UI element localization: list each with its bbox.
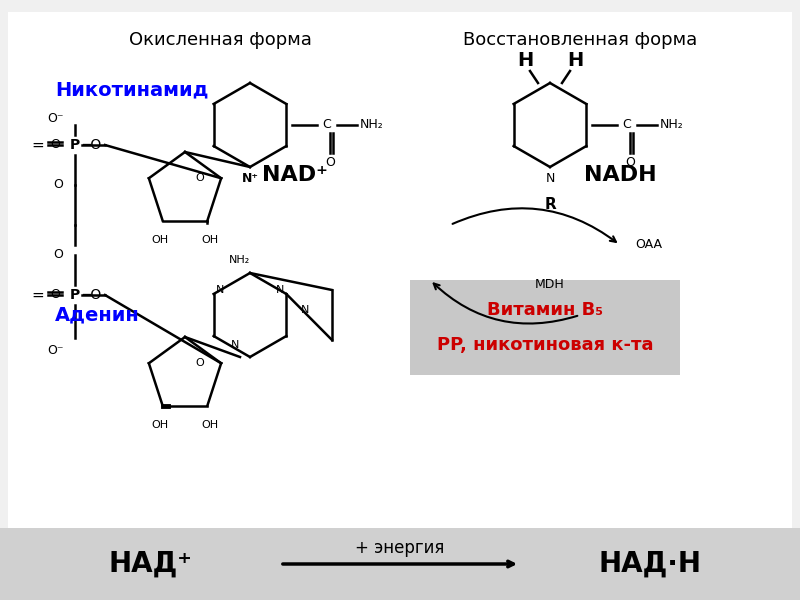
Text: C: C (622, 118, 630, 131)
Text: ─O: ─O (82, 288, 102, 302)
Text: OH: OH (202, 235, 218, 245)
FancyBboxPatch shape (8, 12, 792, 528)
Text: P: P (70, 288, 80, 302)
Text: R: R (544, 197, 556, 212)
Text: O: O (625, 157, 635, 169)
Text: НАД⁺: НАД⁺ (108, 550, 192, 578)
Text: N: N (276, 285, 284, 295)
Text: OH: OH (151, 420, 169, 430)
Text: MDH: MDH (535, 278, 565, 292)
Text: N: N (301, 305, 309, 315)
Text: O: O (196, 173, 204, 183)
Text: N: N (231, 340, 239, 350)
Text: NADH: NADH (584, 165, 656, 185)
Text: O⁻: O⁻ (46, 343, 63, 356)
Text: NH₂: NH₂ (230, 255, 250, 265)
Text: PP, никотиновая к-та: PP, никотиновая к-та (437, 336, 654, 354)
FancyBboxPatch shape (0, 528, 800, 600)
Text: =: = (32, 287, 44, 302)
Text: Никотинамид: Никотинамид (55, 80, 209, 100)
Text: O: O (50, 289, 60, 301)
Text: Восстановленная форма: Восстановленная форма (463, 31, 697, 49)
Text: O: O (196, 358, 204, 368)
Text: OAA: OAA (635, 238, 662, 251)
Text: Окисленная форма: Окисленная форма (129, 31, 311, 49)
Text: OH: OH (151, 235, 169, 245)
Text: O⁻: O⁻ (46, 112, 63, 124)
Text: OH: OH (202, 420, 218, 430)
Text: O: O (53, 178, 63, 191)
Text: Витамин B₅: Витамин B₅ (487, 301, 603, 319)
Text: N: N (546, 172, 554, 185)
FancyBboxPatch shape (410, 280, 680, 375)
Text: C: C (322, 118, 330, 131)
Text: NH₂: NH₂ (360, 118, 384, 131)
Text: =: = (32, 137, 44, 152)
Text: N: N (216, 285, 224, 295)
Text: ─O: ─O (82, 138, 102, 152)
Text: НАД·Н: НАД·Н (598, 550, 702, 578)
Text: NH₂: NH₂ (660, 118, 684, 131)
Text: + энергия: + энергия (355, 539, 445, 557)
Text: H: H (517, 52, 533, 70)
Text: H: H (567, 52, 583, 70)
Text: NAD⁺: NAD⁺ (262, 165, 328, 185)
Text: N⁺: N⁺ (242, 172, 258, 185)
Text: P: P (70, 138, 80, 152)
Text: O: O (325, 157, 335, 169)
Text: O: O (53, 248, 63, 262)
Text: O: O (50, 139, 60, 151)
Text: Аденин: Аденин (55, 305, 140, 325)
